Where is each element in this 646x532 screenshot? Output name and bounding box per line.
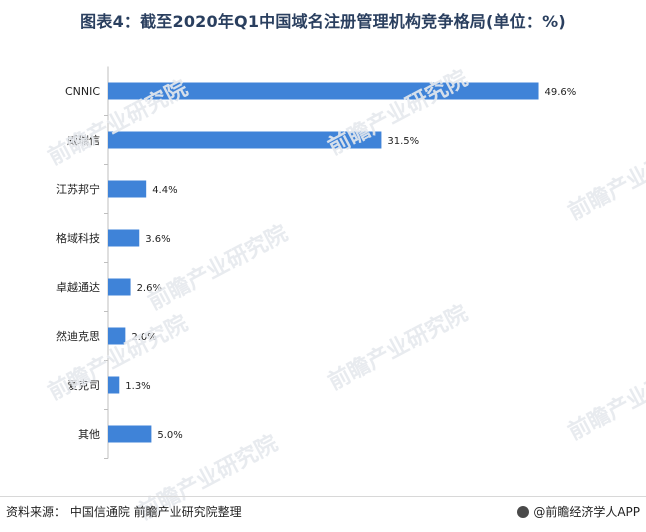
category-label: 格域科技 — [56, 231, 100, 245]
bar — [108, 327, 126, 345]
bar — [108, 229, 140, 247]
value-label: 5.0% — [157, 430, 182, 441]
chart-title: 图表4：截至2020年Q1中国域名注册管理机构竞争格局(单位：%) — [80, 12, 566, 31]
bar — [108, 180, 147, 198]
bar — [108, 82, 539, 100]
category-label: 江苏邦宁 — [56, 182, 100, 196]
value-label: 1.3% — [125, 381, 150, 392]
category-label: 其他 — [78, 428, 100, 441]
bar — [108, 376, 120, 394]
bar — [108, 131, 382, 149]
category-label: 威瑞信 — [67, 133, 100, 147]
value-label: 31.5% — [387, 136, 419, 147]
footer-brand: @前瞻经济学人APP — [517, 503, 640, 520]
value-label: 2.0% — [131, 332, 156, 343]
bar — [108, 278, 131, 296]
source-note: 资料来源： 中国信通院 前瞻产业研究院整理 — [6, 505, 242, 519]
category-label: CNNIC — [65, 85, 100, 98]
footer-divider — [0, 496, 646, 497]
category-label: 卓越通达 — [56, 280, 100, 294]
value-label: 3.6% — [145, 234, 170, 245]
value-label: 4.4% — [152, 185, 177, 196]
category-label: 然迪克思 — [56, 329, 100, 343]
category-label: 爱克司 — [67, 379, 100, 392]
value-label: 2.6% — [137, 283, 162, 294]
brand-text: @前瞻经济学人APP — [533, 505, 640, 519]
bar — [108, 425, 152, 443]
value-label: 49.6% — [545, 87, 577, 98]
brand-logo-icon — [517, 505, 530, 518]
